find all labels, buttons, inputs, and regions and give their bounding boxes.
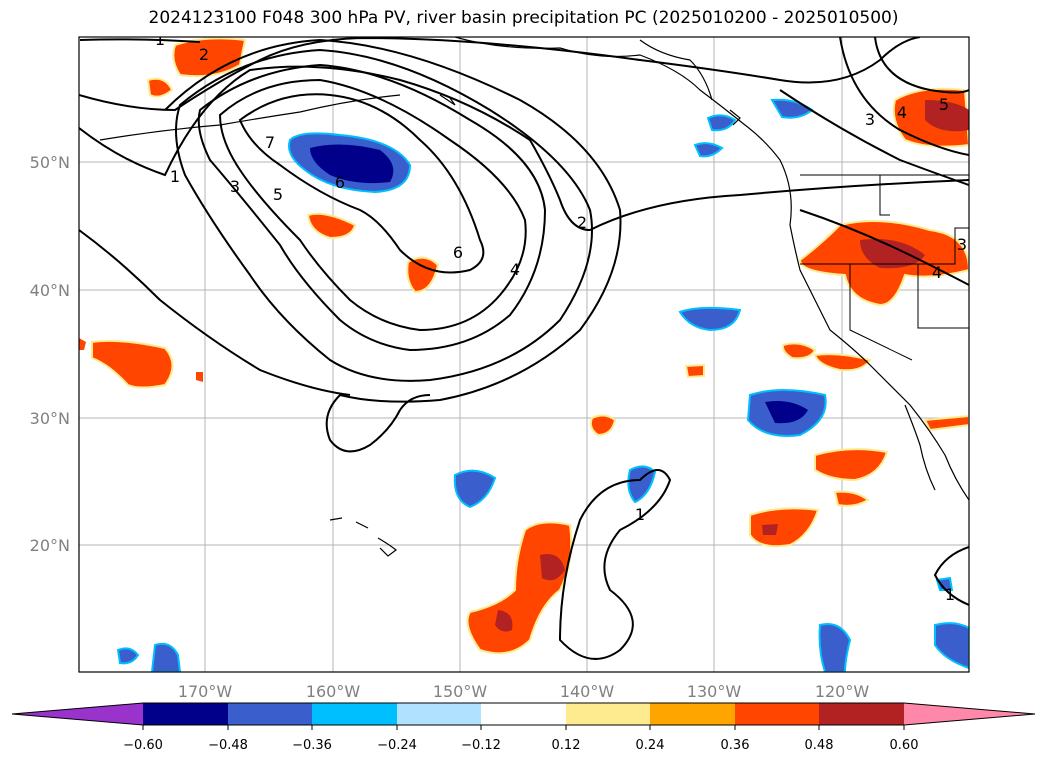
colorbar-segment — [819, 703, 904, 725]
colorbar-segment — [735, 703, 819, 725]
contour-label-3c: 3 — [957, 235, 967, 254]
colorbar-tick-label: 0.24 — [636, 738, 665, 753]
pv-contours — [79, 37, 969, 660]
contour-label-4c: 4 — [932, 263, 942, 282]
colorbar-segment — [312, 703, 397, 725]
lat-label-40n: 40°N — [30, 281, 70, 300]
lat-label-50n: 50°N — [30, 153, 70, 172]
contour-label-4b: 4 — [897, 103, 907, 122]
colorbar-max-extension — [904, 703, 1035, 725]
contour-label-1a: 1 — [170, 167, 180, 186]
contour-label-2a: 2 — [577, 213, 587, 232]
map-title: 2024123100 F048 300 hPa PV, river basin … — [148, 8, 899, 28]
colorbar-tick-label: 0.36 — [721, 738, 750, 753]
lon-label-140w: 140°W — [560, 682, 615, 701]
colorbar-segment — [228, 703, 312, 725]
precip-fill-regions — [79, 37, 969, 672]
contour-label-4a: 4 — [510, 260, 520, 279]
latitude-labels: 50°N 40°N 30°N 20°N — [30, 153, 70, 555]
lon-label-150w: 150°W — [433, 682, 488, 701]
contour-label-3b: 3 — [865, 110, 875, 129]
contour-label-7a: 7 — [265, 133, 275, 152]
lon-label-160w: 160°W — [306, 682, 361, 701]
plot-frame — [78, 36, 970, 673]
colorbar-segment — [566, 703, 650, 725]
colorbar-tick-label: 0.48 — [805, 738, 834, 753]
contour-label-5b: 5 — [939, 95, 949, 114]
colorbar-segment — [481, 703, 566, 725]
colorbar: −0.60 −0.48 −0.36 −0.24 −0.12 0.12 0.24 … — [11, 702, 1036, 753]
colorbar-tick-label: −0.24 — [377, 738, 417, 753]
colorbar-tick-label: −0.60 — [123, 738, 163, 753]
colorbar-min-extension — [12, 703, 143, 725]
colorbar-segment — [397, 703, 481, 725]
contour-label-3a: 3 — [230, 177, 240, 196]
contour-label-2b: 2 — [199, 45, 209, 64]
colorbar-tick-label: −0.36 — [292, 738, 332, 753]
lat-label-30n: 30°N — [30, 409, 70, 428]
colorbar-tick-label: −0.12 — [461, 738, 501, 753]
contour-label-1c: 1 — [635, 505, 645, 524]
colorbar-tick-label: 0.12 — [552, 738, 581, 753]
colorbar-segment — [143, 703, 228, 725]
lat-label-20n: 20°N — [30, 536, 70, 555]
colorbar-segment — [650, 703, 735, 725]
lon-label-170w: 170°W — [178, 682, 233, 701]
lon-label-130w: 130°W — [687, 682, 742, 701]
pv-contour-labels: 1 3 5 7 6 6 4 2 2 1 1 3 4 5 4 3 1 — [155, 30, 967, 604]
colorbar-tick-label: −0.48 — [208, 738, 248, 753]
contour-label-1d: 1 — [945, 585, 955, 604]
lon-label-120w: 120°W — [815, 682, 870, 701]
contour-label-1b: 1 — [155, 30, 165, 49]
longitude-labels: 170°W 160°W 150°W 140°W 130°W 120°W — [178, 682, 870, 701]
contour-label-5a: 5 — [273, 185, 283, 204]
contour-label-6a: 6 — [335, 173, 345, 192]
contour-label-6b: 6 — [453, 243, 463, 262]
colorbar-tick-label: 0.60 — [890, 738, 919, 753]
